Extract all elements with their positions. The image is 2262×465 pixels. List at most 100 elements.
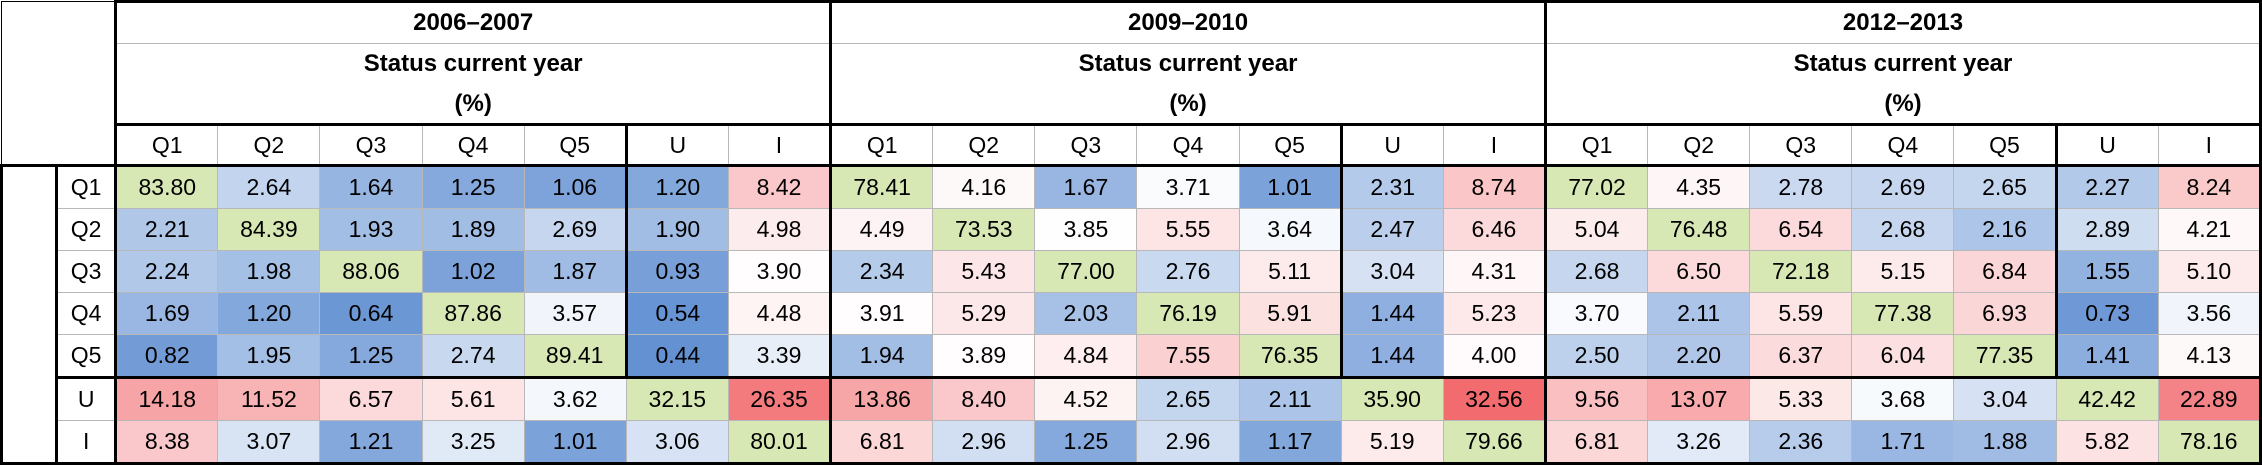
matrix-cell: 5.15 [1851, 250, 1955, 294]
matrix-cell: 4.98 [727, 208, 832, 252]
matrix-cell: 3.62 [523, 376, 627, 422]
matrix-cell: 2.27 [2054, 164, 2159, 210]
matrix-cell: 5.19 [1340, 420, 1444, 465]
matrix-cell: 8.74 [1442, 164, 1547, 210]
column-header-i: I [1442, 123, 1547, 167]
matrix-cell: 42.42 [2055, 376, 2159, 422]
column-header-q1: Q1 [114, 123, 219, 167]
matrix-cell: 3.90 [727, 250, 832, 294]
period-header: 2006–2007 [114, 0, 832, 44]
matrix-cell: 1.20 [624, 164, 729, 210]
matrix-cell: 7.55 [1136, 334, 1240, 379]
matrix-cell: 3.91 [829, 292, 934, 336]
matrix-cell: 4.52 [1034, 376, 1138, 422]
matrix-cell: 8.24 [2157, 164, 2262, 210]
matrix-cell: 2.20 [1647, 334, 1751, 379]
status-current-year-header: Status current year (%) [114, 42, 832, 126]
matrix-cell: 3.26 [1647, 420, 1751, 465]
column-header-q2: Q2 [932, 123, 1036, 167]
matrix-cell: 76.48 [1647, 208, 1751, 252]
matrix-cell: 1.17 [1238, 420, 1342, 465]
row-header-i: I [55, 420, 117, 465]
matrix-cell: 3.71 [1136, 164, 1240, 210]
matrix-cell: 2.74 [421, 334, 525, 379]
matrix-cell: 2.76 [1136, 250, 1240, 294]
matrix-cell: 1.87 [523, 250, 627, 294]
matrix-cell: 1.90 [624, 208, 729, 252]
matrix-cell: 22.89 [2157, 376, 2262, 422]
matrix-cell: 8.38 [114, 420, 219, 465]
matrix-cell: 2.34 [829, 250, 934, 294]
matrix-cell: 1.55 [2054, 250, 2159, 294]
column-header-i: I [2157, 123, 2262, 167]
matrix-cell: 6.84 [1953, 250, 2057, 294]
matrix-cell: 5.59 [1749, 292, 1853, 336]
table-row: I 8.38 3.07 1.21 3.25 1.01 3.06 80.01 6.81 2.96 1.… [2, 420, 2262, 465]
status-unit-label: (%) [454, 89, 492, 117]
matrix-cell: 5.43 [932, 250, 1036, 294]
matrix-cell: 1.21 [319, 420, 423, 465]
matrix-cell: 3.68 [1851, 376, 1955, 422]
column-header-q4: Q4 [421, 123, 525, 167]
matrix-cell: 1.69 [114, 292, 219, 336]
matrix-cell: 8.40 [932, 376, 1036, 422]
matrix-cell: 1.64 [319, 164, 423, 210]
status-current-year-header: Status current year (%) [1544, 42, 2262, 126]
matrix-cell: 1.41 [2054, 334, 2159, 379]
matrix-cell: 2.65 [1136, 376, 1240, 422]
column-header-q1: Q1 [1543, 123, 1649, 167]
matrix-cell: 80.01 [727, 420, 832, 465]
matrix-cell: 83.80 [114, 164, 219, 210]
status-current-year-header: Status current year (%) [829, 42, 1546, 126]
matrix-cell: 5.91 [1238, 292, 1342, 336]
column-header-q3: Q3 [319, 123, 423, 167]
matrix-cell: 11.52 [217, 376, 321, 422]
column-header-q1: Q1 [829, 123, 934, 167]
matrix-cell: 1.06 [523, 164, 627, 210]
matrix-cell: 5.23 [1442, 292, 1547, 336]
matrix-cell: 3.06 [625, 420, 729, 465]
matrix-cell: 2.47 [1339, 208, 1444, 252]
matrix-cell: 4.13 [2157, 334, 2262, 379]
matrix-cell: 72.18 [1749, 250, 1853, 294]
column-header-q3: Q3 [1749, 123, 1853, 167]
status-current-year-label: Status current year [1793, 50, 2013, 77]
matrix-cell: 1.93 [319, 208, 423, 252]
matrix-cell: 32.56 [1442, 376, 1547, 422]
matrix-cell: 6.57 [319, 376, 423, 422]
matrix-cell: 1.94 [829, 334, 934, 379]
matrix-cell: 4.49 [829, 208, 934, 252]
row-header-q3: Q3 [55, 250, 117, 294]
matrix-cell: 4.31 [1442, 250, 1547, 294]
matrix-cell: 1.67 [1034, 164, 1138, 210]
table-row: U 14.18 11.52 6.57 5.61 3.62 32.15 26.35 13.86 8.… [2, 376, 2262, 422]
column-header-q4: Q4 [1851, 123, 1955, 167]
row-header-u: U [55, 376, 117, 422]
row-header-q5: Q5 [55, 334, 117, 379]
matrix-cell: 1.20 [217, 292, 321, 336]
corner-cell [0, 0, 117, 167]
matrix-cell: 88.06 [319, 250, 423, 294]
column-header-u: U [2054, 123, 2159, 167]
matrix-cell: 77.00 [1034, 250, 1138, 294]
column-header-q5: Q5 [523, 123, 627, 167]
matrix-cell: 2.50 [1543, 334, 1649, 379]
matrix-cell: 76.35 [1238, 334, 1342, 379]
column-header-q2: Q2 [217, 123, 321, 167]
matrix-cell: 2.65 [1953, 164, 2057, 210]
matrix-cell: 4.84 [1034, 334, 1138, 379]
matrix-cell: 4.00 [1442, 334, 1547, 379]
matrix-cell: 2.11 [1647, 292, 1751, 336]
matrix-cell: 89.41 [523, 334, 627, 379]
matrix-cell: 2.03 [1034, 292, 1138, 336]
matrix-cell: 1.01 [523, 420, 627, 465]
matrix-cell: 6.04 [1851, 334, 1955, 379]
matrix-cell: 2.78 [1749, 164, 1853, 210]
matrix-cell: 2.69 [1851, 164, 1955, 210]
matrix-cell: 5.10 [2157, 250, 2262, 294]
matrix-cell: 13.07 [1647, 376, 1751, 422]
matrix-cell: 5.29 [932, 292, 1036, 336]
matrix-cell: 77.35 [1953, 334, 2057, 379]
table-row: Q3 2.24 1.98 88.06 1.02 1.87 0.93 3.90 2.34 5.43 7… [2, 250, 2262, 294]
matrix-cell: 1.44 [1339, 334, 1444, 379]
